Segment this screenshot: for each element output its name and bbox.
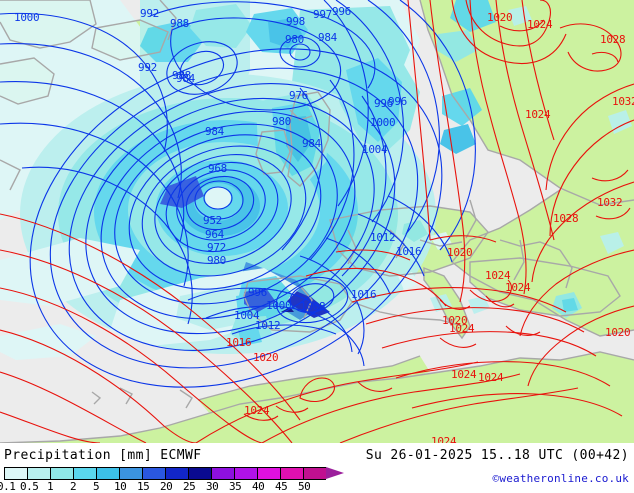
isobar-label: 1020 [447,246,473,259]
colorbar-swatch [257,467,280,480]
isobar-label: 984 [205,125,224,138]
colorbar-tick-label: 10 [114,480,127,493]
colorbar-tick-label: 30 [206,480,219,493]
isobar-label: 996 [332,5,351,18]
isobar-label: 980 [272,115,291,128]
colorbar-tick-label: 35 [229,480,242,493]
isobar-label: 1000 [266,299,292,312]
chart-title: Precipitation [mm] ECMWF [4,448,202,463]
colorbar-tick-label: 15 [137,480,150,493]
colorbar-swatch [119,467,142,480]
isobar-label: 1016 [351,288,377,301]
isobar-label: 992 [140,7,159,20]
isobar-label: 1028 [553,212,579,225]
isobar-label: 984 [318,31,337,44]
colorbar-swatch [234,467,257,480]
isobar-label: 997 [313,8,332,21]
isobar-label: 1024 [485,269,511,282]
isobar-label: 996 [248,286,267,299]
isobar-label: 1024 [451,368,477,381]
isobar-label: 1024 [478,371,504,384]
isobar-label: 972 [207,241,226,254]
colorbar-swatch [142,467,165,480]
isobar-label: 1004 [234,309,260,322]
colorbar-overflow-arrow [326,467,344,479]
isobar-label: 984 [176,72,195,85]
isobar-label: 980 [207,254,226,267]
isobar-label: 1024 [431,435,457,443]
isobar-label: 980 [285,33,304,46]
isobar-label: 952 [203,214,222,227]
map-canvas[interactable]: 1000 992 988 998 997 996 980 984 992 988 984 976 996… [0,0,634,443]
colorbar-swatch [188,467,211,480]
colorbar-tick-label: 45 [275,480,288,493]
colorbar-swatch [73,467,96,480]
isobar-low-layer [0,0,476,388]
isobar-label: 1016 [396,245,422,258]
colorbar-swatch [27,467,50,480]
isobar-label: 984 [302,137,321,150]
colorbar-tick-label: 0.5 [20,480,39,493]
colorbar-swatch [165,467,188,480]
precipitation-colorbar [4,467,344,480]
isobar-label: 1016 [226,336,252,349]
map-graphics [0,0,634,443]
isobar-label: 1032 [612,95,634,108]
isobar-label: 1012 [370,231,396,244]
isobar-label: 968 [208,162,227,175]
isobar-label: 1020 [253,351,279,364]
isobar-high-layer [0,0,634,443]
isobar-label: 1008 [300,300,326,313]
isobar-label: 998 [286,15,305,28]
isobar-label: 964 [205,228,224,241]
isobar-label: 1024 [449,322,475,335]
isobar-label: 1004 [362,143,388,156]
colorbar-swatch [211,467,234,480]
isobar-label: 1024 [527,18,553,31]
colorbar-tick-label: 20 [160,480,173,493]
isobar-label: 992 [138,61,157,74]
isobar-label: 988 [172,69,191,82]
isobar-label: 1020 [605,326,631,339]
isobar-label: 988 [170,17,189,30]
colorbar-tick-label: 1 [47,480,54,493]
colorbar-swatch [303,467,326,480]
isobar-label: 1000 [370,116,396,129]
isobar-label: 1024 [525,108,551,121]
colorbar-tick-label: 50 [298,480,311,493]
isobar-label: 976 [289,89,308,102]
isobar-label: 1024 [244,404,270,417]
colorbar-tick-label: 25 [183,480,196,493]
valid-time-stamp: Su 26-01-2025 15..18 UTC (00+42) [365,448,629,463]
copyright-credit: ©weatheronline.co.uk [492,472,629,485]
colorbar-tick-label: 5 [93,480,100,493]
colorbar-tick-label: 0.1 [0,480,16,493]
footer-bar: Precipitation [mm] ECMWF Su 26-01-2025 1… [0,443,634,493]
colorbar-swatch [4,467,27,480]
isobar-label: 996 [374,97,393,110]
colorbar-swatch [280,467,303,480]
colorbar-swatch [50,467,73,480]
isobar-label: 996 [388,95,407,108]
colorbar-tick-label: 40 [252,480,265,493]
isobar-label: 1020 [487,11,513,24]
isobar-label: 1020 [442,314,468,327]
isobar-label: 1024 [505,281,531,294]
isobar-label: 1012 [255,319,281,332]
colorbar-swatch [96,467,119,480]
isobar-label: 1028 [600,33,626,46]
isobar-label: 1032 [597,196,623,209]
colorbar-tick-label: 2 [70,480,77,493]
isobar-label: 1000 [14,11,40,24]
